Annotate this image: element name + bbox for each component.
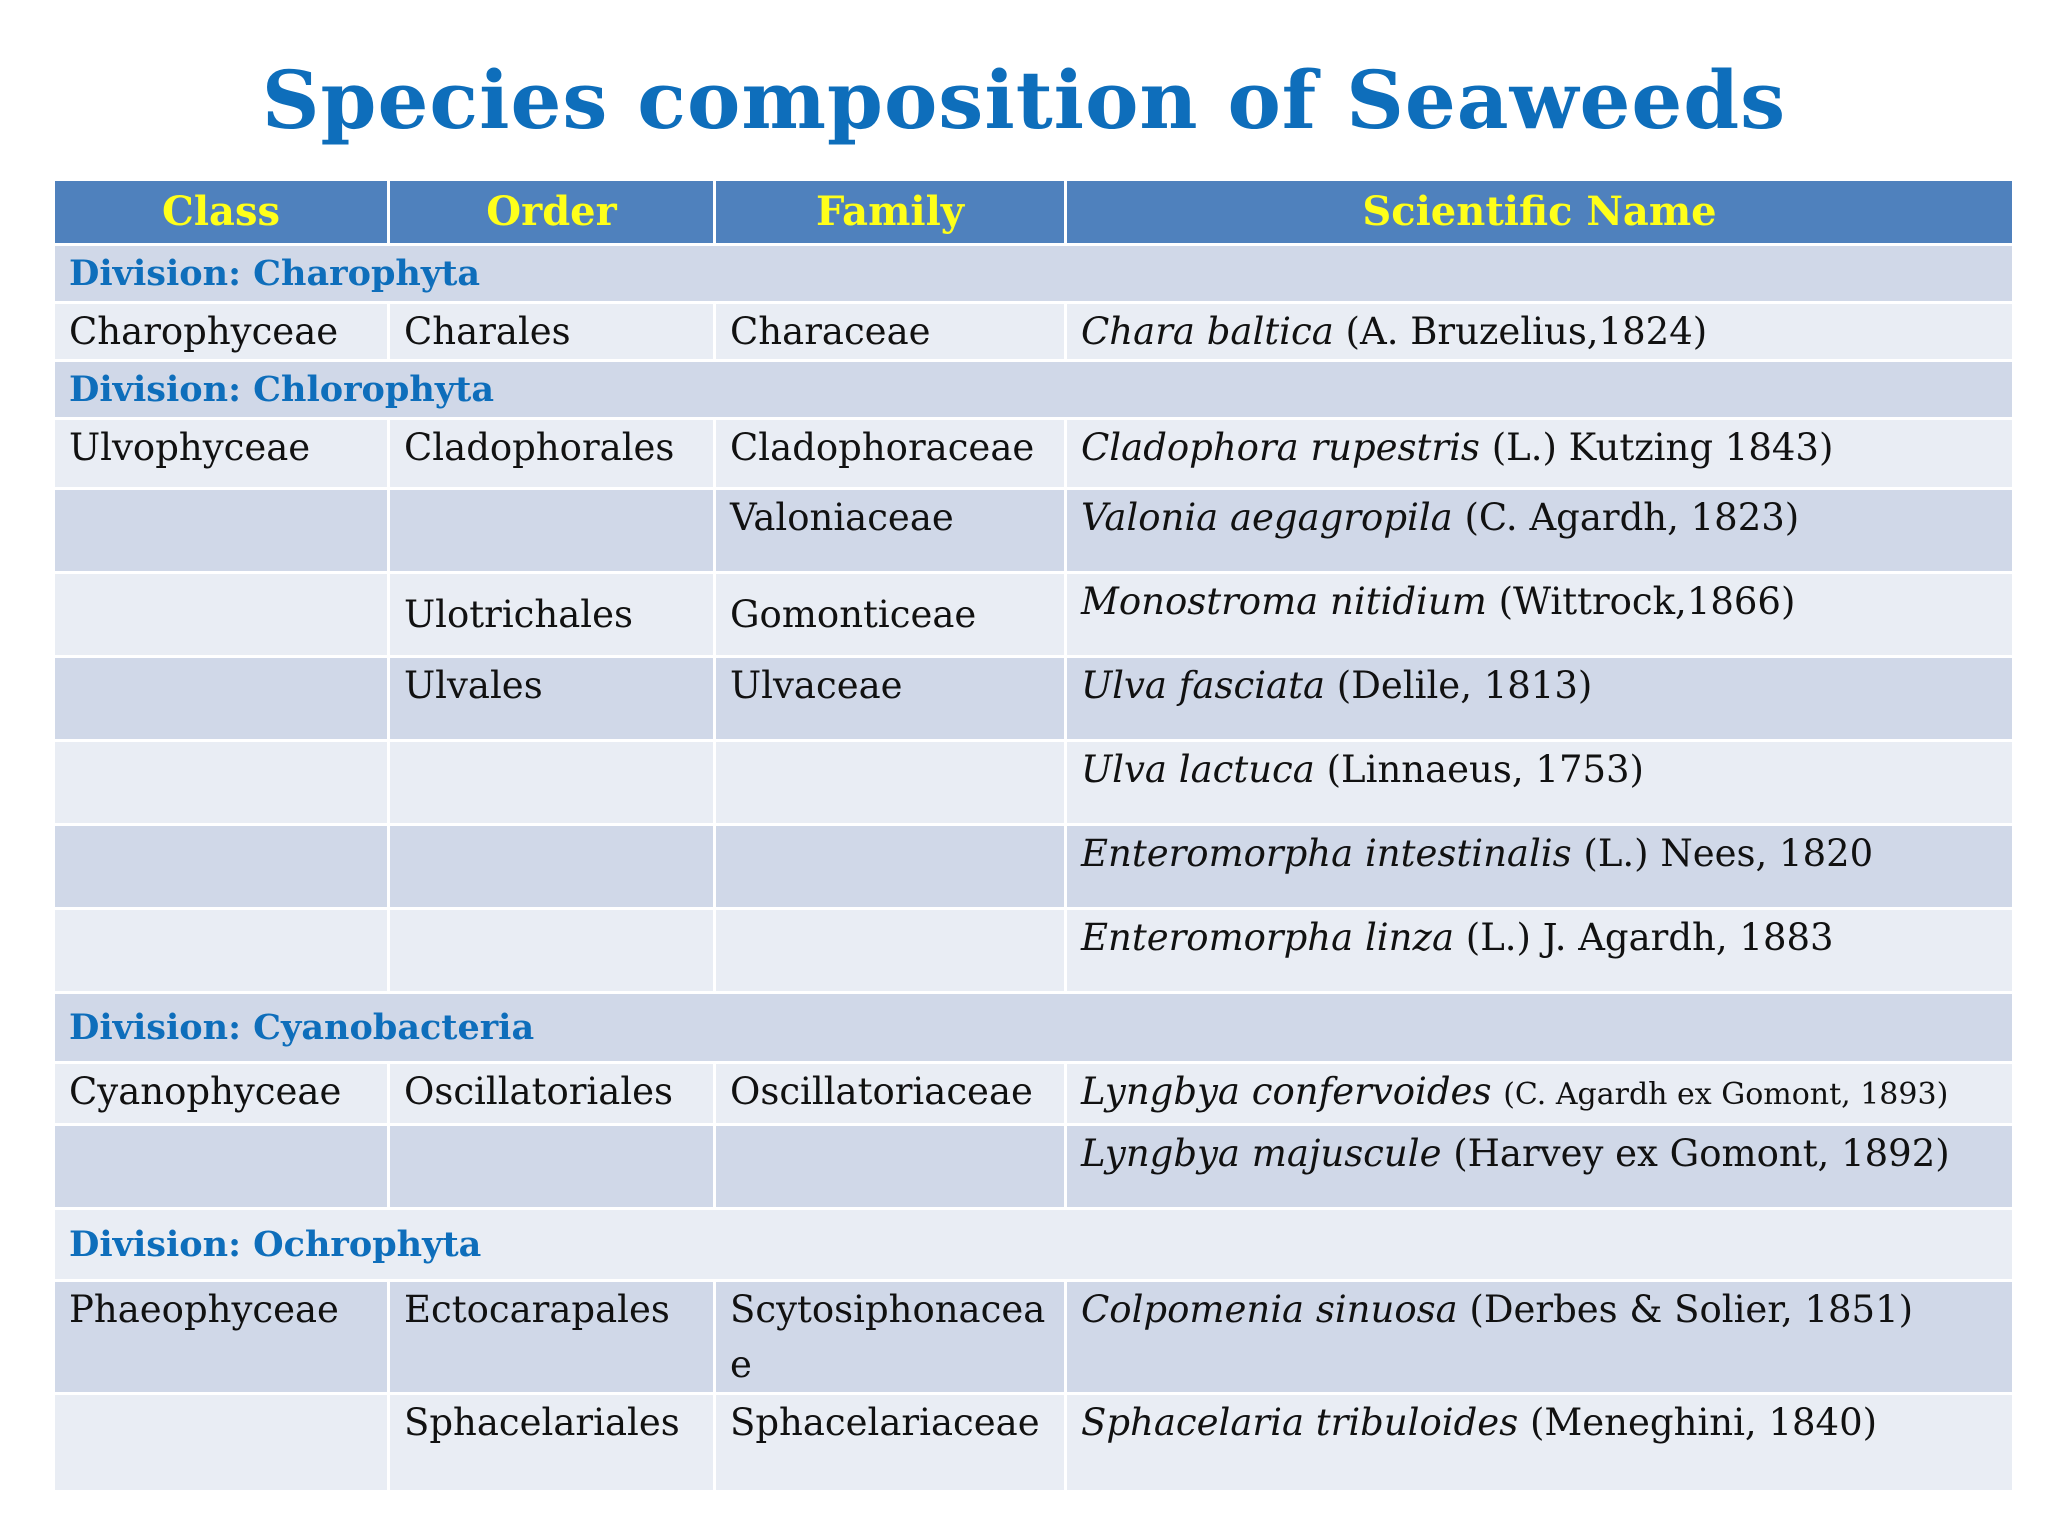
scientific-name-cell: Monostroma nitidium (Wittrock,1866)	[1064, 571, 2015, 658]
table-row: Charophyceae Charales Characeae Chara ba…	[52, 301, 2015, 362]
class-cell	[52, 571, 390, 658]
family-cell: Ulvaceae	[713, 655, 1067, 742]
species-name: Ulva lactuca	[1081, 748, 1315, 791]
order-cell	[387, 823, 716, 910]
order-cell	[387, 1123, 716, 1210]
table-row: Enteromorpha linza (L.) J. Agardh, 1883	[52, 907, 2015, 994]
class-cell: Ulvophyceae	[52, 417, 390, 490]
order-cell: Ulvales	[387, 655, 716, 742]
order-cell: Ulotrichales	[387, 571, 716, 658]
division-row: Division: Cyanobacteria	[52, 991, 2015, 1064]
table-row: Enteromorpha intestinalis (L.) Nees, 182…	[52, 823, 2015, 910]
species-name: Enteromorpha linza	[1081, 916, 1454, 959]
order-cell	[387, 907, 716, 994]
scientific-name-cell: Lyngbya majuscule (Harvey ex Gomont, 189…	[1064, 1123, 2015, 1210]
species-authority: (C. Agardh ex Gomont, 1893)	[1503, 1077, 1949, 1112]
column-header-family: Family	[713, 178, 1067, 246]
class-cell	[52, 739, 390, 826]
division-row: Division: Ochrophyta	[52, 1207, 2015, 1282]
species-authority: (Harvey ex Gomont, 1892)	[1441, 1132, 1950, 1175]
family-cell: Scytosiphonaceae	[713, 1279, 1067, 1395]
family-cell	[713, 823, 1067, 910]
class-cell: Cyanophyceae	[52, 1061, 390, 1126]
species-authority: (A. Bruzelius,1824)	[1345, 310, 1708, 353]
family-cell: Cladophoraceae	[713, 417, 1067, 490]
family-cell: Gomonticeae	[713, 571, 1067, 658]
species-name: Colpomenia sinuosa	[1081, 1288, 1458, 1331]
class-cell	[52, 1123, 390, 1210]
species-authority: (C. Agardh, 1823)	[1464, 496, 1800, 539]
class-cell	[52, 1392, 390, 1493]
species-name: Lyngbya confervoides	[1081, 1070, 1492, 1113]
order-cell: Oscillatoriales	[387, 1061, 716, 1126]
class-cell: Phaeophyceae	[52, 1279, 390, 1395]
species-authority: (Delile, 1813)	[1336, 664, 1593, 707]
division-label: Division: Chlorophyta	[52, 359, 2015, 420]
species-name: Chara baltica	[1081, 310, 1334, 353]
species-authority: (L.) Nees, 1820	[1571, 832, 1874, 875]
class-cell	[52, 907, 390, 994]
order-cell: Sphacelariales	[387, 1392, 716, 1493]
scientific-name-cell: Cladophora rupestris (L.) Kutzing 1843)	[1064, 417, 2015, 490]
species-name: Monostroma nitidium	[1081, 580, 1487, 623]
scientific-name-cell: Chara baltica (A. Bruzelius,1824)	[1064, 301, 2015, 362]
family-cell	[713, 907, 1067, 994]
division-label: Division: Cyanobacteria	[52, 991, 2015, 1064]
scientific-name-cell: Ulva lactuca (Linnaeus, 1753)	[1064, 739, 2015, 826]
family-cell	[713, 1123, 1067, 1210]
table-row: Cyanophyceae Oscillatoriales Oscillatori…	[52, 1061, 2015, 1126]
species-name: Lyngbya majuscule	[1081, 1132, 1442, 1175]
scientific-name-cell: Valonia aegagropila (C. Agardh, 1823)	[1064, 487, 2015, 574]
class-cell	[52, 655, 390, 742]
division-label: Division: Ochrophyta	[52, 1207, 2015, 1282]
page-title: Species composition of Seaweeds	[261, 53, 1787, 147]
order-cell: Cladophorales	[387, 417, 716, 490]
scientific-name-cell: Sphacelaria tribuloides (Meneghini, 1840…	[1064, 1392, 2015, 1493]
table-row: Ulotrichales Gomonticeae Monostroma niti…	[52, 571, 2015, 658]
family-cell: Sphacelariaceae	[713, 1392, 1067, 1493]
species-name: Valonia aegagropila	[1081, 496, 1453, 539]
table-row: Ulvales Ulvaceae Ulva fasciata (Delile, …	[52, 655, 2015, 742]
family-cell: Valoniaceae	[713, 487, 1067, 574]
family-cell: Characeae	[713, 301, 1067, 362]
family-cell: Oscillatoriaceae	[713, 1061, 1067, 1126]
species-name: Ulva fasciata	[1081, 664, 1326, 707]
species-name: Sphacelaria tribuloides	[1081, 1401, 1519, 1444]
table-row: Lyngbya majuscule (Harvey ex Gomont, 189…	[52, 1123, 2015, 1210]
division-row: Division: Chlorophyta	[52, 359, 2015, 420]
species-authority: (Wittrock,1866)	[1498, 580, 1796, 623]
class-cell	[52, 487, 390, 574]
scientific-name-cell: Enteromorpha linza (L.) J. Agardh, 1883	[1064, 907, 2015, 994]
scientific-name-cell: Enteromorpha intestinalis (L.) Nees, 182…	[1064, 823, 2015, 910]
species-authority: (L.) Kutzing 1843)	[1491, 426, 1834, 469]
species-authority: (Meneghini, 1840)	[1529, 1401, 1878, 1444]
species-authority: (Linnaeus, 1753)	[1314, 748, 1644, 791]
table-row: Phaeophyceae Ectocarapales Scytosiphonac…	[52, 1279, 2015, 1395]
order-cell: Ectocarapales	[387, 1279, 716, 1395]
column-header-scientific-name: Scientific Name	[1064, 178, 2015, 246]
species-table: Class Order Family Scientific Name Divis…	[52, 178, 2015, 1493]
division-label: Division: Charophyta	[52, 243, 2015, 304]
column-header-class: Class	[52, 178, 390, 246]
order-cell	[387, 487, 716, 574]
scientific-name-cell: Ulva fasciata (Delile, 1813)	[1064, 655, 2015, 742]
table-row: Sphacelariales Sphacelariaceae Sphacelar…	[52, 1392, 2015, 1493]
species-name: Cladophora rupestris	[1081, 426, 1480, 469]
family-cell	[713, 739, 1067, 826]
division-row: Division: Charophyta	[52, 243, 2015, 304]
species-authority: (Derbes & Solier, 1851)	[1469, 1288, 1914, 1331]
order-cell	[387, 739, 716, 826]
species-name: Enteromorpha intestinalis	[1081, 832, 1572, 875]
class-cell: Charophyceae	[52, 301, 390, 362]
order-cell: Charales	[387, 301, 716, 362]
scientific-name-cell: Lyngbya confervoides (C. Agardh ex Gomon…	[1064, 1061, 2015, 1126]
class-cell	[52, 823, 390, 910]
table-row: Valoniaceae Valonia aegagropila (C. Agar…	[52, 487, 2015, 574]
scientific-name-cell: Colpomenia sinuosa (Derbes & Solier, 185…	[1064, 1279, 2015, 1395]
species-authority: (L.) J. Agardh, 1883	[1465, 916, 1834, 959]
table-row: Ulva lactuca (Linnaeus, 1753)	[52, 739, 2015, 826]
column-header-order: Order	[387, 178, 716, 246]
table-row: Ulvophyceae Cladophorales Cladophoraceae…	[52, 417, 2015, 490]
table-header-row: Class Order Family Scientific Name	[52, 178, 2015, 246]
